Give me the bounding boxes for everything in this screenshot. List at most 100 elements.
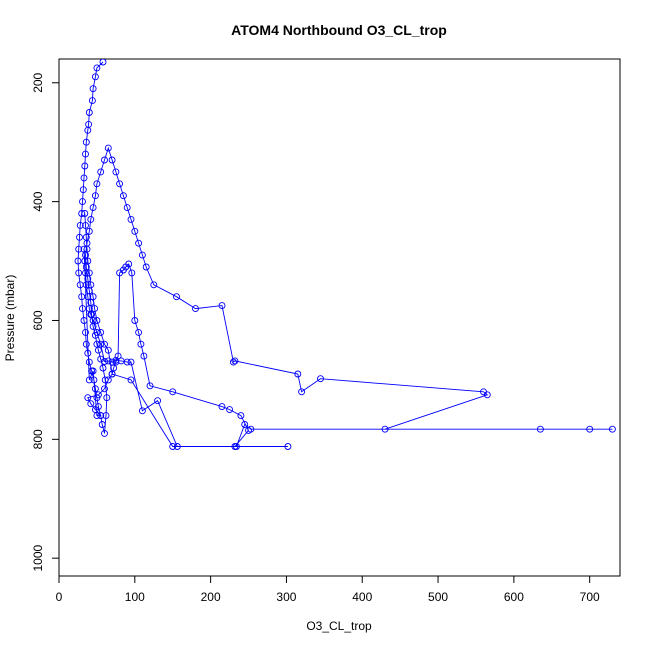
- data-point: [128, 269, 136, 277]
- plot-frame: [58, 58, 621, 577]
- data-point: [93, 317, 101, 324]
- data-point: [91, 192, 99, 200]
- data-point: [108, 370, 116, 378]
- data-point: [135, 239, 143, 247]
- data-point: [75, 245, 83, 253]
- data-point: [84, 126, 92, 134]
- y-tick-label: 1000: [31, 545, 45, 572]
- data-point: [82, 281, 90, 289]
- data-point: [298, 388, 306, 396]
- data-point: [82, 328, 89, 336]
- data-point: [101, 376, 109, 384]
- y-axis: 200 400 600 800 1000: [31, 72, 60, 572]
- x-tick-label: 200: [201, 590, 221, 604]
- data-point: [82, 221, 89, 229]
- data-point: [90, 376, 98, 384]
- data-point: [231, 443, 239, 450]
- x-tick-label: 700: [580, 590, 600, 604]
- data-point: [112, 168, 120, 176]
- data-point: [99, 59, 107, 66]
- data-point: [78, 210, 86, 217]
- data-point: [84, 293, 92, 301]
- data-point: [101, 385, 108, 393]
- data-point: [91, 73, 99, 81]
- data-point: [91, 385, 99, 393]
- x-tick-label: 600: [504, 590, 524, 604]
- data-point: [79, 186, 87, 194]
- data-point: [101, 429, 108, 437]
- data-point: [104, 376, 112, 384]
- data-point: [76, 233, 83, 241]
- x-tick-label: 0: [56, 590, 63, 604]
- y-tick-label: 400: [31, 191, 45, 211]
- data-point: [119, 192, 127, 200]
- data-point: [127, 376, 135, 384]
- data-point: [226, 406, 234, 414]
- data-point: [80, 245, 88, 253]
- data-point: [87, 281, 95, 289]
- data-point: [173, 293, 180, 301]
- data-point: [192, 305, 199, 313]
- data-point: [150, 281, 158, 289]
- data-point: [94, 391, 102, 399]
- data-point: [97, 168, 105, 176]
- data-point: [93, 180, 101, 188]
- x-tick-label: 500: [428, 590, 448, 604]
- data-point: [75, 269, 83, 277]
- data-point: [82, 340, 90, 348]
- series-group: [74, 59, 616, 450]
- data-point: [85, 227, 93, 235]
- data-point: [81, 257, 89, 265]
- data-point: [80, 317, 88, 324]
- data-point: [89, 204, 97, 212]
- data-point: [218, 302, 226, 310]
- data-point: [99, 364, 107, 372]
- data-point: [125, 260, 133, 268]
- data-point: [131, 227, 139, 235]
- data-point: [218, 403, 226, 411]
- data-point: [138, 251, 146, 259]
- data-point: [97, 328, 105, 336]
- data-point: [131, 317, 139, 324]
- data-point: [91, 406, 99, 414]
- data-point: [97, 355, 105, 363]
- x-tick-label: 400: [352, 590, 372, 604]
- y-tick-label: 800: [31, 429, 45, 449]
- data-point: [237, 412, 245, 420]
- data-point: [79, 305, 86, 313]
- data-point: [84, 394, 92, 402]
- data-point: [101, 358, 108, 365]
- data-point: [146, 382, 154, 390]
- data-point: [104, 357, 112, 365]
- data-point: [91, 305, 99, 313]
- data-point: [85, 358, 93, 366]
- data-point: [74, 257, 82, 265]
- data-point: [87, 215, 95, 223]
- data-point: [536, 425, 544, 433]
- data-point: [85, 305, 93, 313]
- data-point: [231, 357, 239, 365]
- data-point: [89, 293, 97, 301]
- data-point: [140, 352, 148, 360]
- data-point: [83, 245, 91, 253]
- data-point: [138, 407, 146, 415]
- chart-title: ATOM4 Northbound O3_CL_trop: [231, 22, 447, 38]
- data-point: [114, 352, 122, 360]
- x-tick-label: 300: [276, 590, 296, 604]
- data-point: [284, 443, 292, 450]
- data-point: [76, 221, 84, 229]
- data-point: [81, 210, 89, 217]
- data-point: [101, 340, 108, 348]
- data-point: [89, 367, 97, 375]
- data-point: [142, 263, 150, 271]
- data-point: [93, 64, 101, 72]
- data-point: [84, 257, 92, 265]
- data-point: [102, 412, 110, 420]
- data-point: [137, 340, 145, 348]
- data-point: [80, 174, 88, 182]
- data-point: [169, 443, 177, 450]
- data-point: [82, 269, 89, 277]
- y-tick-label: 200: [31, 72, 45, 92]
- data-point: [89, 317, 97, 324]
